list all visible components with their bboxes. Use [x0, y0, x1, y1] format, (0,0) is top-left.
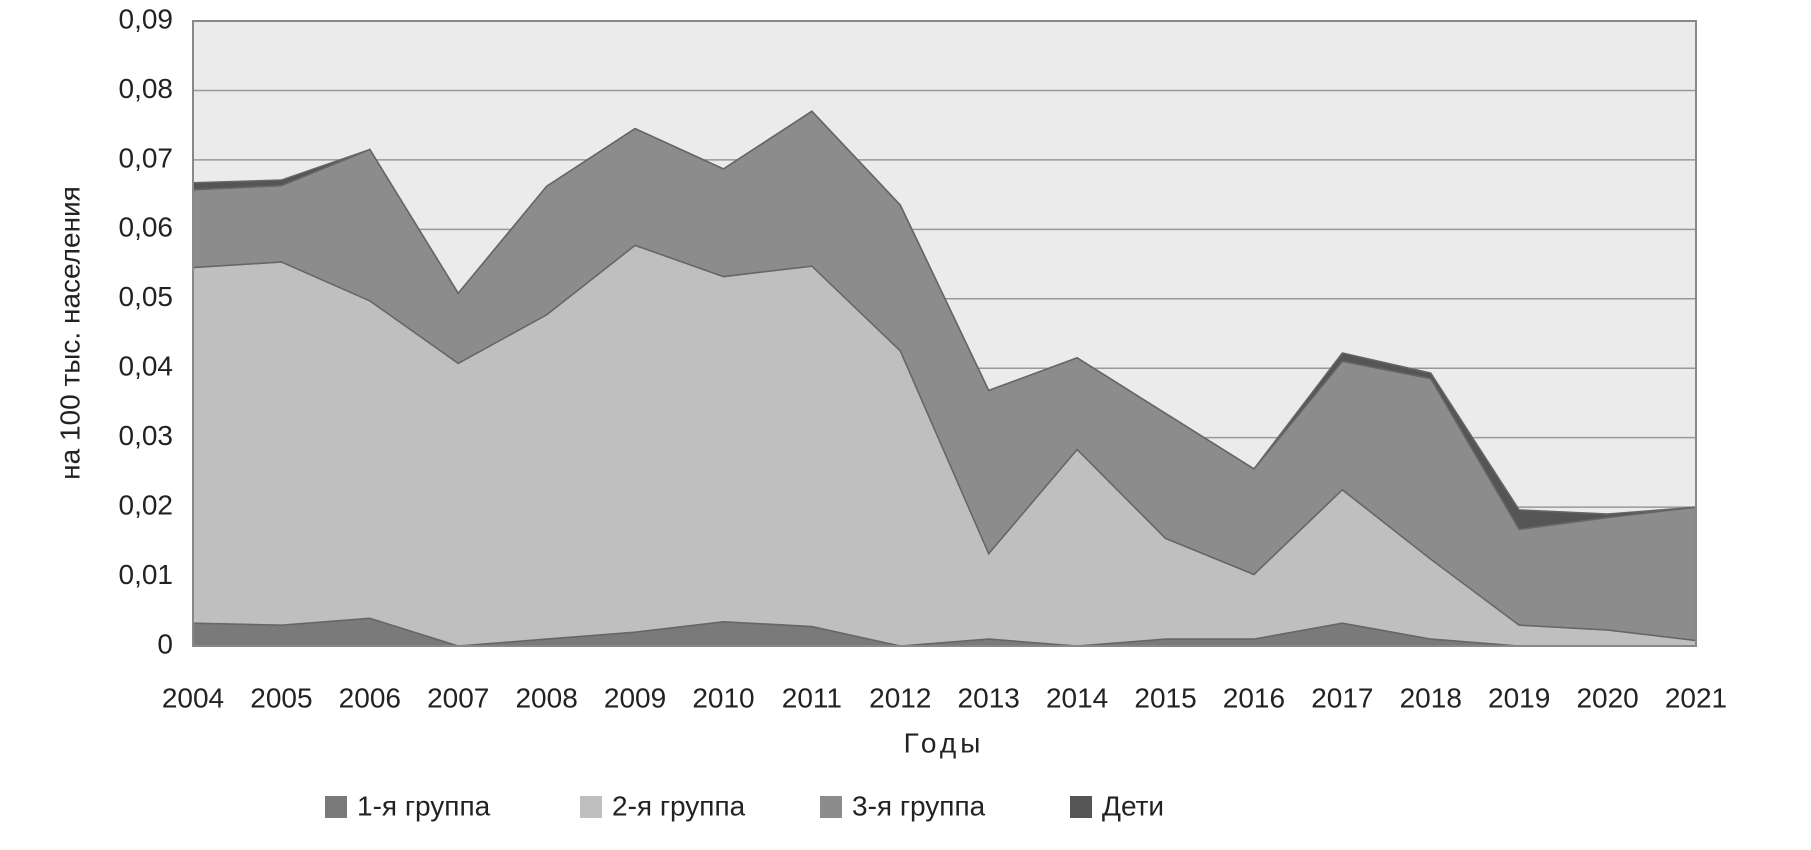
x-tick-label: 2006 — [339, 682, 401, 713]
y-tick-label: 0,01 — [119, 559, 174, 590]
x-tick-label: 2008 — [515, 682, 577, 713]
x-tick-label: 2013 — [958, 682, 1020, 713]
x-tick-label: 2014 — [1046, 682, 1108, 713]
legend-swatch — [1070, 796, 1092, 818]
y-tick-label: 0,08 — [119, 73, 174, 104]
y-tick-label: 0,07 — [119, 142, 174, 173]
plot-border — [192, 20, 1697, 647]
legend-label: 1-я группа — [357, 790, 491, 821]
y-tick-label: 0 — [157, 628, 173, 659]
x-tick-label: 2010 — [692, 682, 754, 713]
legend-swatch — [580, 796, 602, 818]
area — [192, 110, 1697, 531]
x-tick-label: 2011 — [782, 682, 842, 713]
y-tick-label: 0,09 — [119, 3, 174, 34]
x-tick-label: 2005 — [250, 682, 312, 713]
legend-swatch — [820, 796, 842, 818]
legend-label: 3-я группа — [852, 790, 986, 821]
legend-label: Дети — [1102, 790, 1164, 821]
x-tick-label: 2015 — [1134, 682, 1196, 713]
x-tick-label: 2019 — [1488, 682, 1550, 713]
x-tick-label: 2017 — [1311, 682, 1373, 713]
y-tick-label: 0,06 — [119, 212, 174, 243]
y-tick-label: 0,04 — [119, 351, 174, 382]
y-axis-title: на 100 тыс. населения — [54, 186, 85, 480]
legend-swatch — [325, 796, 347, 818]
x-tick-label: 2004 — [162, 682, 224, 713]
y-tick-label: 0,02 — [119, 490, 174, 521]
x-tick-label: 2020 — [1576, 682, 1638, 713]
x-tick-label: 2009 — [604, 682, 666, 713]
x-tick-label: 2012 — [869, 682, 931, 713]
legend-label: 2-я группа — [612, 790, 746, 821]
x-tick-label: 2007 — [427, 682, 489, 713]
x-axis-title: Годы — [904, 727, 985, 758]
y-tick-label: 0,03 — [119, 420, 174, 451]
y-tick-label: 0,05 — [119, 281, 174, 312]
x-tick-label: 2018 — [1400, 682, 1462, 713]
x-tick-label: 2021 — [1665, 682, 1727, 713]
x-tick-label: 2016 — [1223, 682, 1285, 713]
